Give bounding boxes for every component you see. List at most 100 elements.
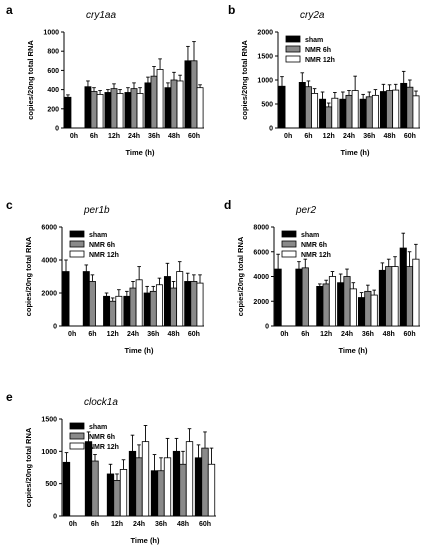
bar-nmr-12h-24h: [351, 90, 359, 129]
x-tick-label: 0h: [284, 133, 292, 140]
bar-nmr-12h-48h: [391, 266, 399, 327]
x-tick-label: 48h: [383, 331, 395, 338]
legend-swatch-nmr-12h: [281, 250, 297, 258]
bar-nmr-12h-12h: [116, 93, 124, 129]
bar-sham-36h: [150, 470, 159, 517]
y-tick-label: 1500: [41, 417, 57, 424]
chart-panel-a: a cry1aa 0 200 400 600 800 1000 copies/20ng tota…: [6, 3, 204, 157]
bar-sham-24h: [124, 92, 132, 129]
y-axis-label: copies/20ng total RNA: [240, 40, 249, 120]
bar-nmr-6h-36h: [150, 75, 158, 129]
x-tick-label: 12h: [108, 133, 120, 140]
bar-sham-60h: [194, 457, 203, 517]
bar-nmr-6h-24h: [130, 88, 138, 129]
legend-label: NMR 12h: [89, 444, 119, 451]
bar-nmr-6h-12h: [109, 300, 117, 327]
bar-nmr-6h-60h: [406, 86, 414, 129]
legend-label: NMR 12h: [305, 57, 335, 64]
y-tick-label: 6000: [253, 249, 269, 256]
chart-panel-b: b cry2a 0 500 1000 1500 2000 copies/20ng total …: [228, 3, 420, 157]
x-tick-label: 24h: [127, 331, 139, 338]
bar-sham-24h: [123, 295, 131, 327]
x-tick-label: 24h: [341, 331, 353, 338]
y-tick-label: 0: [53, 514, 57, 521]
y-tick-label: 2000: [41, 291, 57, 298]
y-axis-label: copies/20ng total RNA: [24, 427, 33, 507]
bar-nmr-6h-36h: [157, 470, 165, 517]
bar-nmr-12h-36h: [371, 94, 379, 129]
bar-sham-0h: [62, 461, 71, 517]
panel-letter: c: [6, 198, 13, 212]
legend-swatch-nmr-12h: [69, 442, 85, 450]
legend-swatch-sham: [69, 422, 85, 430]
gene-title: per2: [295, 205, 316, 216]
bar-nmr-12h-36h: [156, 69, 164, 129]
bar-sham-6h: [84, 441, 93, 517]
y-axis-label: copies/20ng total RNA: [24, 236, 33, 316]
legend-swatch-nmr-6h: [69, 240, 85, 248]
bar-sham-24h: [337, 282, 345, 327]
x-tick-label: 36h: [362, 331, 374, 338]
bar-sham-36h: [144, 82, 152, 129]
legend-swatch-nmr-12h: [285, 55, 301, 63]
x-tick-label: 6h: [304, 133, 312, 140]
legend-label: sham: [89, 424, 107, 431]
x-axis-label: Time (h): [125, 148, 155, 157]
y-tick-label: 1500: [257, 54, 273, 61]
bar-nmr-6h-48h: [179, 463, 187, 517]
x-tick-label: 36h: [148, 133, 160, 140]
x-tick-label: 60h: [199, 521, 211, 528]
bar-nmr-6h-6h: [90, 91, 98, 129]
x-tick-label: 60h: [188, 133, 200, 140]
legend-label: sham: [305, 37, 323, 44]
bar-sham-36h: [359, 98, 367, 129]
x-tick-label: 6h: [90, 133, 98, 140]
x-axis-label: Time (h): [340, 148, 370, 157]
y-tick-label: 4000: [253, 274, 269, 281]
x-tick-label: 0h: [68, 331, 76, 338]
y-tick-label: 800: [47, 49, 59, 56]
legend-swatch-nmr-12h: [69, 250, 85, 258]
bar-nmr-12h-60h: [412, 95, 420, 129]
bar-sham-6h: [82, 271, 90, 327]
legend-swatch-nmr-6h: [285, 45, 301, 53]
bar-nmr-6h-60h: [406, 266, 414, 327]
y-tick-label: 4000: [41, 258, 57, 265]
bar-sham-0h: [274, 268, 282, 327]
gene-title: per1b: [83, 205, 110, 216]
bar-nmr-12h-24h: [135, 279, 143, 327]
y-tick-label: 1000: [41, 449, 57, 456]
bar-nmr-12h-36h: [370, 294, 378, 327]
x-tick-label: 48h: [168, 133, 180, 140]
legend-swatch-sham: [285, 35, 301, 43]
bar-sham-12h: [104, 92, 112, 129]
bar-nmr-6h-60h: [190, 281, 198, 327]
bar-sham-48h: [379, 91, 387, 129]
bar-nmr-12h-24h: [141, 441, 150, 517]
bar-sham-6h: [295, 268, 303, 327]
bar-nmr-6h-6h: [304, 86, 312, 129]
x-tick-label: 24h: [133, 521, 145, 528]
bar-nmr-6h-12h: [113, 480, 121, 517]
bar-nmr-12h-48h: [185, 441, 194, 517]
bar-sham-36h: [357, 297, 366, 327]
legend-swatch-sham: [69, 230, 85, 238]
y-tick-label: 400: [47, 87, 59, 94]
chart-panel-e: e clock1a 0 500 1000 1500 copies/20ng total RN…: [6, 390, 216, 545]
x-tick-label: 60h: [404, 133, 416, 140]
x-tick-label: 0h: [70, 133, 78, 140]
bar-nmr-12h-12h: [119, 469, 128, 517]
bar-sham-60h: [400, 82, 408, 129]
x-tick-label: 24h: [128, 133, 140, 140]
x-axis-label: Time (h): [338, 346, 368, 355]
bar-nmr-6h-24h: [135, 457, 143, 517]
bar-nmr-6h-24h: [129, 287, 137, 327]
bar-nmr-6h-6h: [91, 460, 99, 517]
x-tick-label: 24h: [343, 133, 355, 140]
y-tick-label: 2000: [257, 30, 273, 37]
bar-nmr-12h-48h: [176, 80, 184, 129]
bar-nmr-12h-12h: [115, 295, 123, 327]
x-tick-label: 6h: [88, 331, 96, 338]
chart-panel-c: c per1b 0 2000 4000 6000 copies/20ng total RNA…: [6, 198, 204, 355]
legend-label: NMR 12h: [301, 252, 331, 259]
